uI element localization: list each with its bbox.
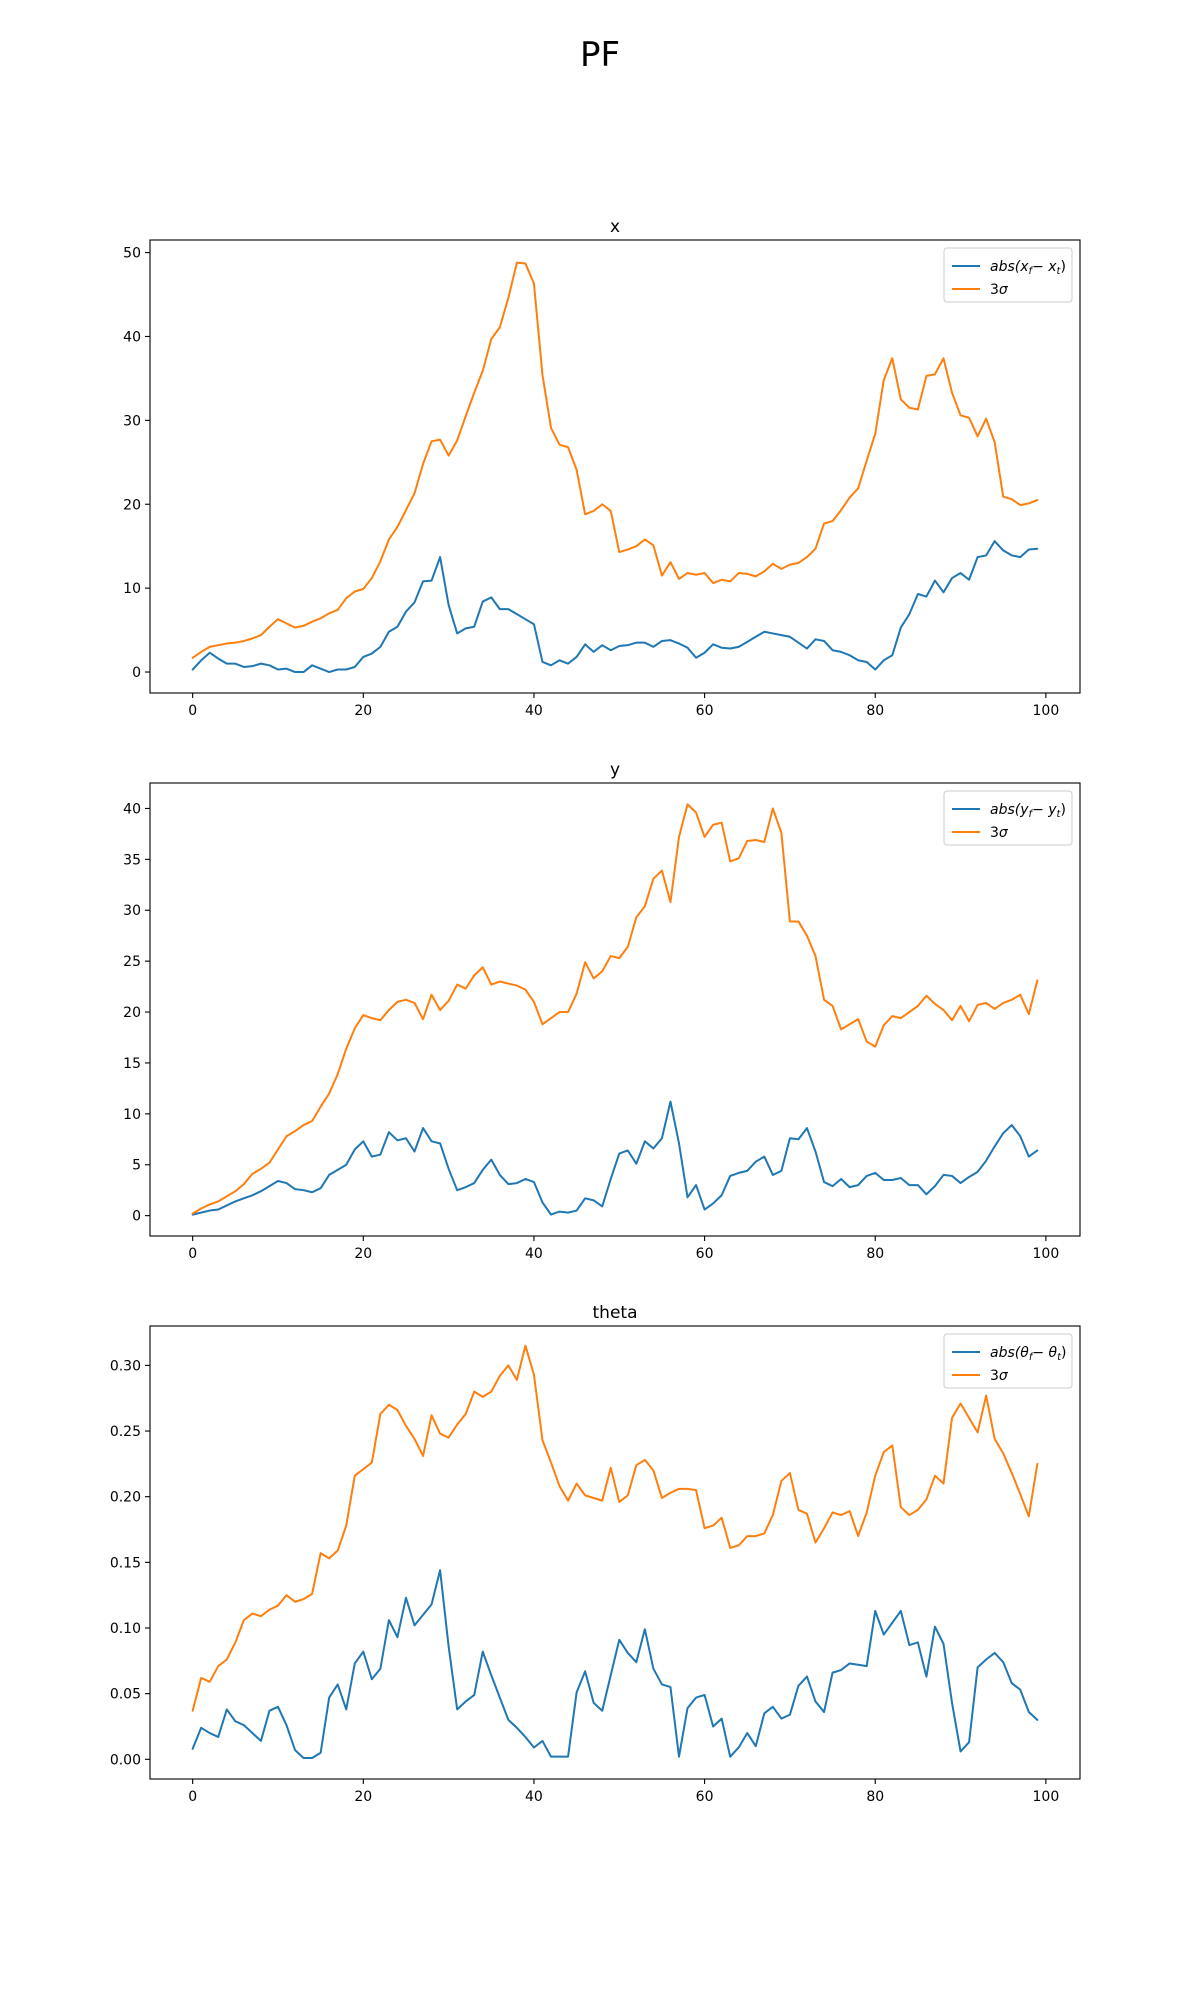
y-tick-label: 30: [123, 903, 141, 919]
y-tick-label: 0.10: [110, 1621, 141, 1637]
y-tick-label: 0: [132, 665, 141, 681]
legend: abs(yf− yt) 3σ: [943, 790, 1073, 846]
legend-box: [943, 1333, 1073, 1389]
y-tick-label: 0.25: [110, 1424, 141, 1440]
y-tick-label: 20: [123, 1005, 141, 1021]
x-tick-label: 20: [354, 703, 372, 719]
x-tick-label: 20: [354, 1789, 372, 1805]
y-tick-label: 30: [123, 413, 141, 429]
x-tick-label: 100: [1033, 1789, 1060, 1805]
series-line-three-sigma: [191, 261, 1039, 659]
legend: abs(θf− θt) 3σ: [943, 1333, 1073, 1389]
x-tick-label: 0: [188, 1789, 197, 1805]
axes-frame: [149, 239, 1081, 694]
legend-label: 3σ: [990, 1368, 1009, 1384]
axes-frame: [149, 782, 1081, 1237]
legend-label: abs(yf− yt): [990, 802, 1066, 820]
x-tick-label: 80: [866, 703, 884, 719]
axes-frame: [149, 1325, 1081, 1780]
y-tick-label: 10: [123, 581, 141, 597]
y-tick-label: 20: [123, 497, 141, 513]
y-tick-label: 10: [123, 1107, 141, 1123]
x-tick-label: 60: [696, 1789, 714, 1805]
x-tick-label: 100: [1033, 703, 1060, 719]
axes-title: x: [610, 217, 620, 237]
y-tick-label: 50: [123, 246, 141, 262]
y-tick-label: 0.20: [110, 1490, 141, 1506]
y-tick-label: 40: [123, 329, 141, 345]
x-tick-label: 0: [188, 703, 197, 719]
series-line-three-sigma: [191, 1344, 1039, 1712]
x-tick-label: 80: [866, 1789, 884, 1805]
series-line-error: [191, 540, 1039, 674]
y-tick-label: 0.15: [110, 1555, 141, 1571]
y-tick-label: 40: [123, 801, 141, 817]
x-tick-label: 40: [525, 1246, 543, 1262]
legend-label: 3σ: [990, 282, 1009, 298]
axes-title: theta: [593, 1303, 638, 1323]
y-tick-label: 25: [123, 954, 141, 970]
legend-label: 3σ: [990, 825, 1009, 841]
x-tick-label: 0: [188, 1246, 197, 1262]
y-tick-label: 0.30: [110, 1358, 141, 1374]
series-line-three-sigma: [191, 803, 1039, 1215]
x-tick-label: 80: [866, 1246, 884, 1262]
y-tick-label: 15: [123, 1056, 141, 1072]
x-tick-label: 60: [696, 703, 714, 719]
y-tick-label: 0.05: [110, 1687, 141, 1703]
chart-panel-theta: theta 0 20 40 60 80 100 0.00 0.05 0.10 0.15 0.20 0.2…: [110, 1303, 1081, 1805]
series-line-error: [191, 1569, 1039, 1759]
x-tick-label: 20: [354, 1246, 372, 1262]
legend: abs(xf− xt) 3σ: [943, 247, 1073, 303]
y-tick-label: 35: [123, 852, 141, 868]
legend-label: abs(xf− xt): [990, 259, 1066, 277]
legend-box: [943, 790, 1073, 846]
axes-title: y: [610, 760, 620, 780]
x-tick-label: 60: [696, 1246, 714, 1262]
legend-box: [943, 247, 1073, 303]
y-tick-label: 0.00: [110, 1752, 141, 1768]
legend-label: abs(θf− θt): [990, 1345, 1067, 1363]
series-line-error: [191, 1100, 1039, 1216]
figure-title: PF: [580, 35, 620, 75]
y-tick-label: 0: [132, 1209, 141, 1225]
x-tick-label: 100: [1033, 1246, 1060, 1262]
x-tick-label: 40: [525, 1789, 543, 1805]
y-tick-label: 5: [132, 1158, 141, 1174]
chart-panel-y: y 0 20 40 60 80 100 0 5 10 15 20 25 30 35 40 abs(yf− yt)…: [123, 760, 1081, 1262]
chart-panel-x: x 0 20 40 60 80 100 0 10 20 30 40 50 abs(xf− xt) 3σ: [123, 217, 1081, 719]
x-tick-label: 40: [525, 703, 543, 719]
